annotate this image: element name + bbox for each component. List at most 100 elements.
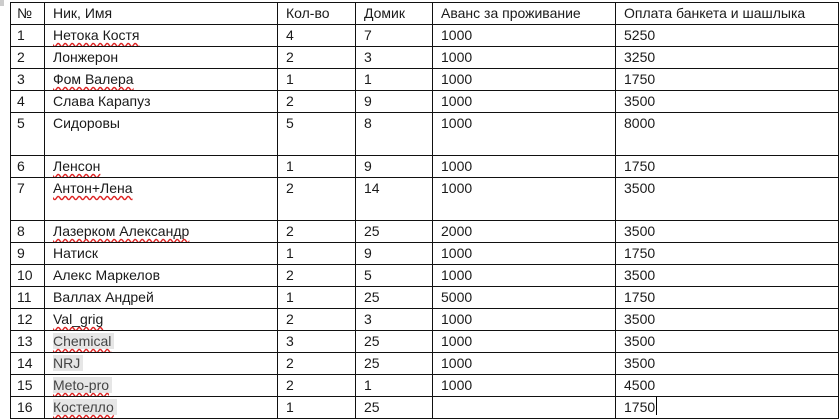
cell-num[interactable]: 6	[10, 155, 45, 178]
cell-num[interactable]: 9	[10, 242, 45, 265]
cell-advance[interactable]	[432, 396, 616, 419]
cell-advance[interactable]: 1000	[432, 242, 616, 265]
cell-count[interactable]: 2	[277, 374, 356, 397]
cell-num[interactable]: 3	[10, 68, 45, 91]
cell-advance[interactable]: 1000	[432, 155, 616, 178]
cell-house[interactable]: 5	[355, 264, 433, 287]
cell-payment[interactable]: 5250	[615, 24, 839, 47]
cell-house[interactable]: 7	[355, 24, 433, 47]
cell-name[interactable]: Алекс Маркелов	[44, 264, 278, 287]
cell-advance[interactable]: 5000	[432, 286, 616, 309]
cell-house[interactable]: 1	[355, 68, 433, 91]
cell-payment[interactable]: 1750	[615, 68, 839, 91]
cell-advance[interactable]: 1000	[432, 24, 616, 47]
cell-name[interactable]: Ленсон	[44, 155, 278, 178]
cell-payment[interactable]: 1750	[615, 286, 839, 309]
cell-count[interactable]: 2	[277, 46, 356, 69]
cell-count[interactable]: 3	[277, 330, 356, 353]
cell-name[interactable]: Chemical	[44, 330, 278, 353]
cell-num[interactable]: 10	[10, 264, 45, 287]
header-num[interactable]: №	[10, 2, 45, 25]
cell-house[interactable]: 8	[355, 112, 433, 156]
cell-count[interactable]: 2	[277, 177, 356, 221]
cell-num[interactable]: 5	[10, 112, 45, 156]
cell-house[interactable]: 25	[355, 286, 433, 309]
cell-name[interactable]: NRJ	[44, 352, 278, 375]
header-name[interactable]: Ник, Имя	[44, 2, 278, 25]
cell-num[interactable]: 8	[10, 220, 45, 243]
cell-advance[interactable]: 1000	[432, 68, 616, 91]
header-count[interactable]: Кол-во	[277, 2, 356, 25]
cell-num[interactable]: 4	[10, 90, 45, 113]
cell-num[interactable]: 14	[10, 352, 45, 375]
cell-house[interactable]: 3	[355, 46, 433, 69]
cell-payment[interactable]: 3500	[615, 330, 839, 353]
cell-count[interactable]: 2	[277, 264, 356, 287]
cell-count[interactable]: 1	[277, 155, 356, 178]
cell-house[interactable]: 25	[355, 396, 433, 419]
cell-payment[interactable]: 1750	[615, 155, 839, 178]
cell-advance[interactable]: 1000	[432, 90, 616, 113]
cell-payment[interactable]: 3500	[615, 352, 839, 375]
cell-count[interactable]: 2	[277, 352, 356, 375]
cell-house[interactable]: 1	[355, 374, 433, 397]
cell-num[interactable]: 2	[10, 46, 45, 69]
cell-house[interactable]: 14	[355, 177, 433, 221]
cell-payment[interactable]: 3500	[615, 90, 839, 113]
cell-count[interactable]: 1	[277, 242, 356, 265]
cell-house[interactable]: 25	[355, 330, 433, 353]
cell-advance[interactable]: 1000	[432, 112, 616, 156]
cell-payment[interactable]: 3250	[615, 46, 839, 69]
header-house[interactable]: Домик	[355, 2, 433, 25]
cell-advance[interactable]: 1000	[432, 46, 616, 69]
cell-payment[interactable]: 3500	[615, 308, 839, 331]
cell-name[interactable]: Валлах Андрей	[44, 286, 278, 309]
cell-advance[interactable]: 1000	[432, 374, 616, 397]
cell-house[interactable]: 3	[355, 308, 433, 331]
cell-count[interactable]: 2	[277, 308, 356, 331]
cell-advance[interactable]: 1000	[432, 177, 616, 221]
cell-payment[interactable]: 1750	[615, 242, 839, 265]
header-payment[interactable]: Оплата банкета и шашлыка	[615, 2, 839, 25]
cell-house[interactable]: 25	[355, 220, 433, 243]
cell-advance[interactable]: 2000	[432, 220, 616, 243]
cell-count[interactable]: 1	[277, 286, 356, 309]
cell-name[interactable]: Meto-pro	[44, 374, 278, 397]
cell-name[interactable]: Фом Валера	[44, 68, 278, 91]
cell-name[interactable]: Val_grig	[44, 308, 278, 331]
cell-count[interactable]: 1	[277, 396, 356, 419]
cell-count[interactable]: 2	[277, 220, 356, 243]
cell-payment[interactable]: 4500	[615, 374, 839, 397]
cell-num[interactable]: 15	[10, 374, 45, 397]
cell-house[interactable]: 9	[355, 242, 433, 265]
cell-count[interactable]: 1	[277, 68, 356, 91]
cell-payment[interactable]: 8000	[615, 112, 839, 156]
cell-count[interactable]: 2	[277, 90, 356, 113]
cell-payment[interactable]: 3500	[615, 264, 839, 287]
cell-name[interactable]: Нетока Костя	[44, 24, 278, 47]
cell-name[interactable]: Сидоровы	[44, 112, 278, 156]
cell-house[interactable]: 25	[355, 352, 433, 375]
cell-advance[interactable]: 1000	[432, 330, 616, 353]
cell-payment[interactable]: 1750	[615, 396, 839, 419]
cell-num[interactable]: 13	[10, 330, 45, 353]
cell-num[interactable]: 16	[10, 396, 45, 419]
cell-name[interactable]: Натиск	[44, 242, 278, 265]
cell-num[interactable]: 11	[10, 286, 45, 309]
cell-payment[interactable]: 3500	[615, 177, 839, 221]
header-advance[interactable]: Аванс за проживание	[432, 2, 616, 25]
cell-advance[interactable]: 1000	[432, 308, 616, 331]
cell-house[interactable]: 9	[355, 155, 433, 178]
cell-num[interactable]: 12	[10, 308, 45, 331]
cell-name[interactable]: Лонжерон	[44, 46, 278, 69]
cell-house[interactable]: 9	[355, 90, 433, 113]
cell-num[interactable]: 1	[10, 24, 45, 47]
cell-advance[interactable]: 1000	[432, 352, 616, 375]
cell-advance[interactable]: 1000	[432, 264, 616, 287]
cell-name[interactable]: Костелло	[44, 396, 278, 419]
cell-name[interactable]: Антон+Лена	[44, 177, 278, 221]
cell-num[interactable]: 7	[10, 177, 45, 221]
cell-name[interactable]: Лазерком Александр	[44, 220, 278, 243]
cell-count[interactable]: 4	[277, 24, 356, 47]
cell-name[interactable]: Слава Карапуз	[44, 90, 278, 113]
